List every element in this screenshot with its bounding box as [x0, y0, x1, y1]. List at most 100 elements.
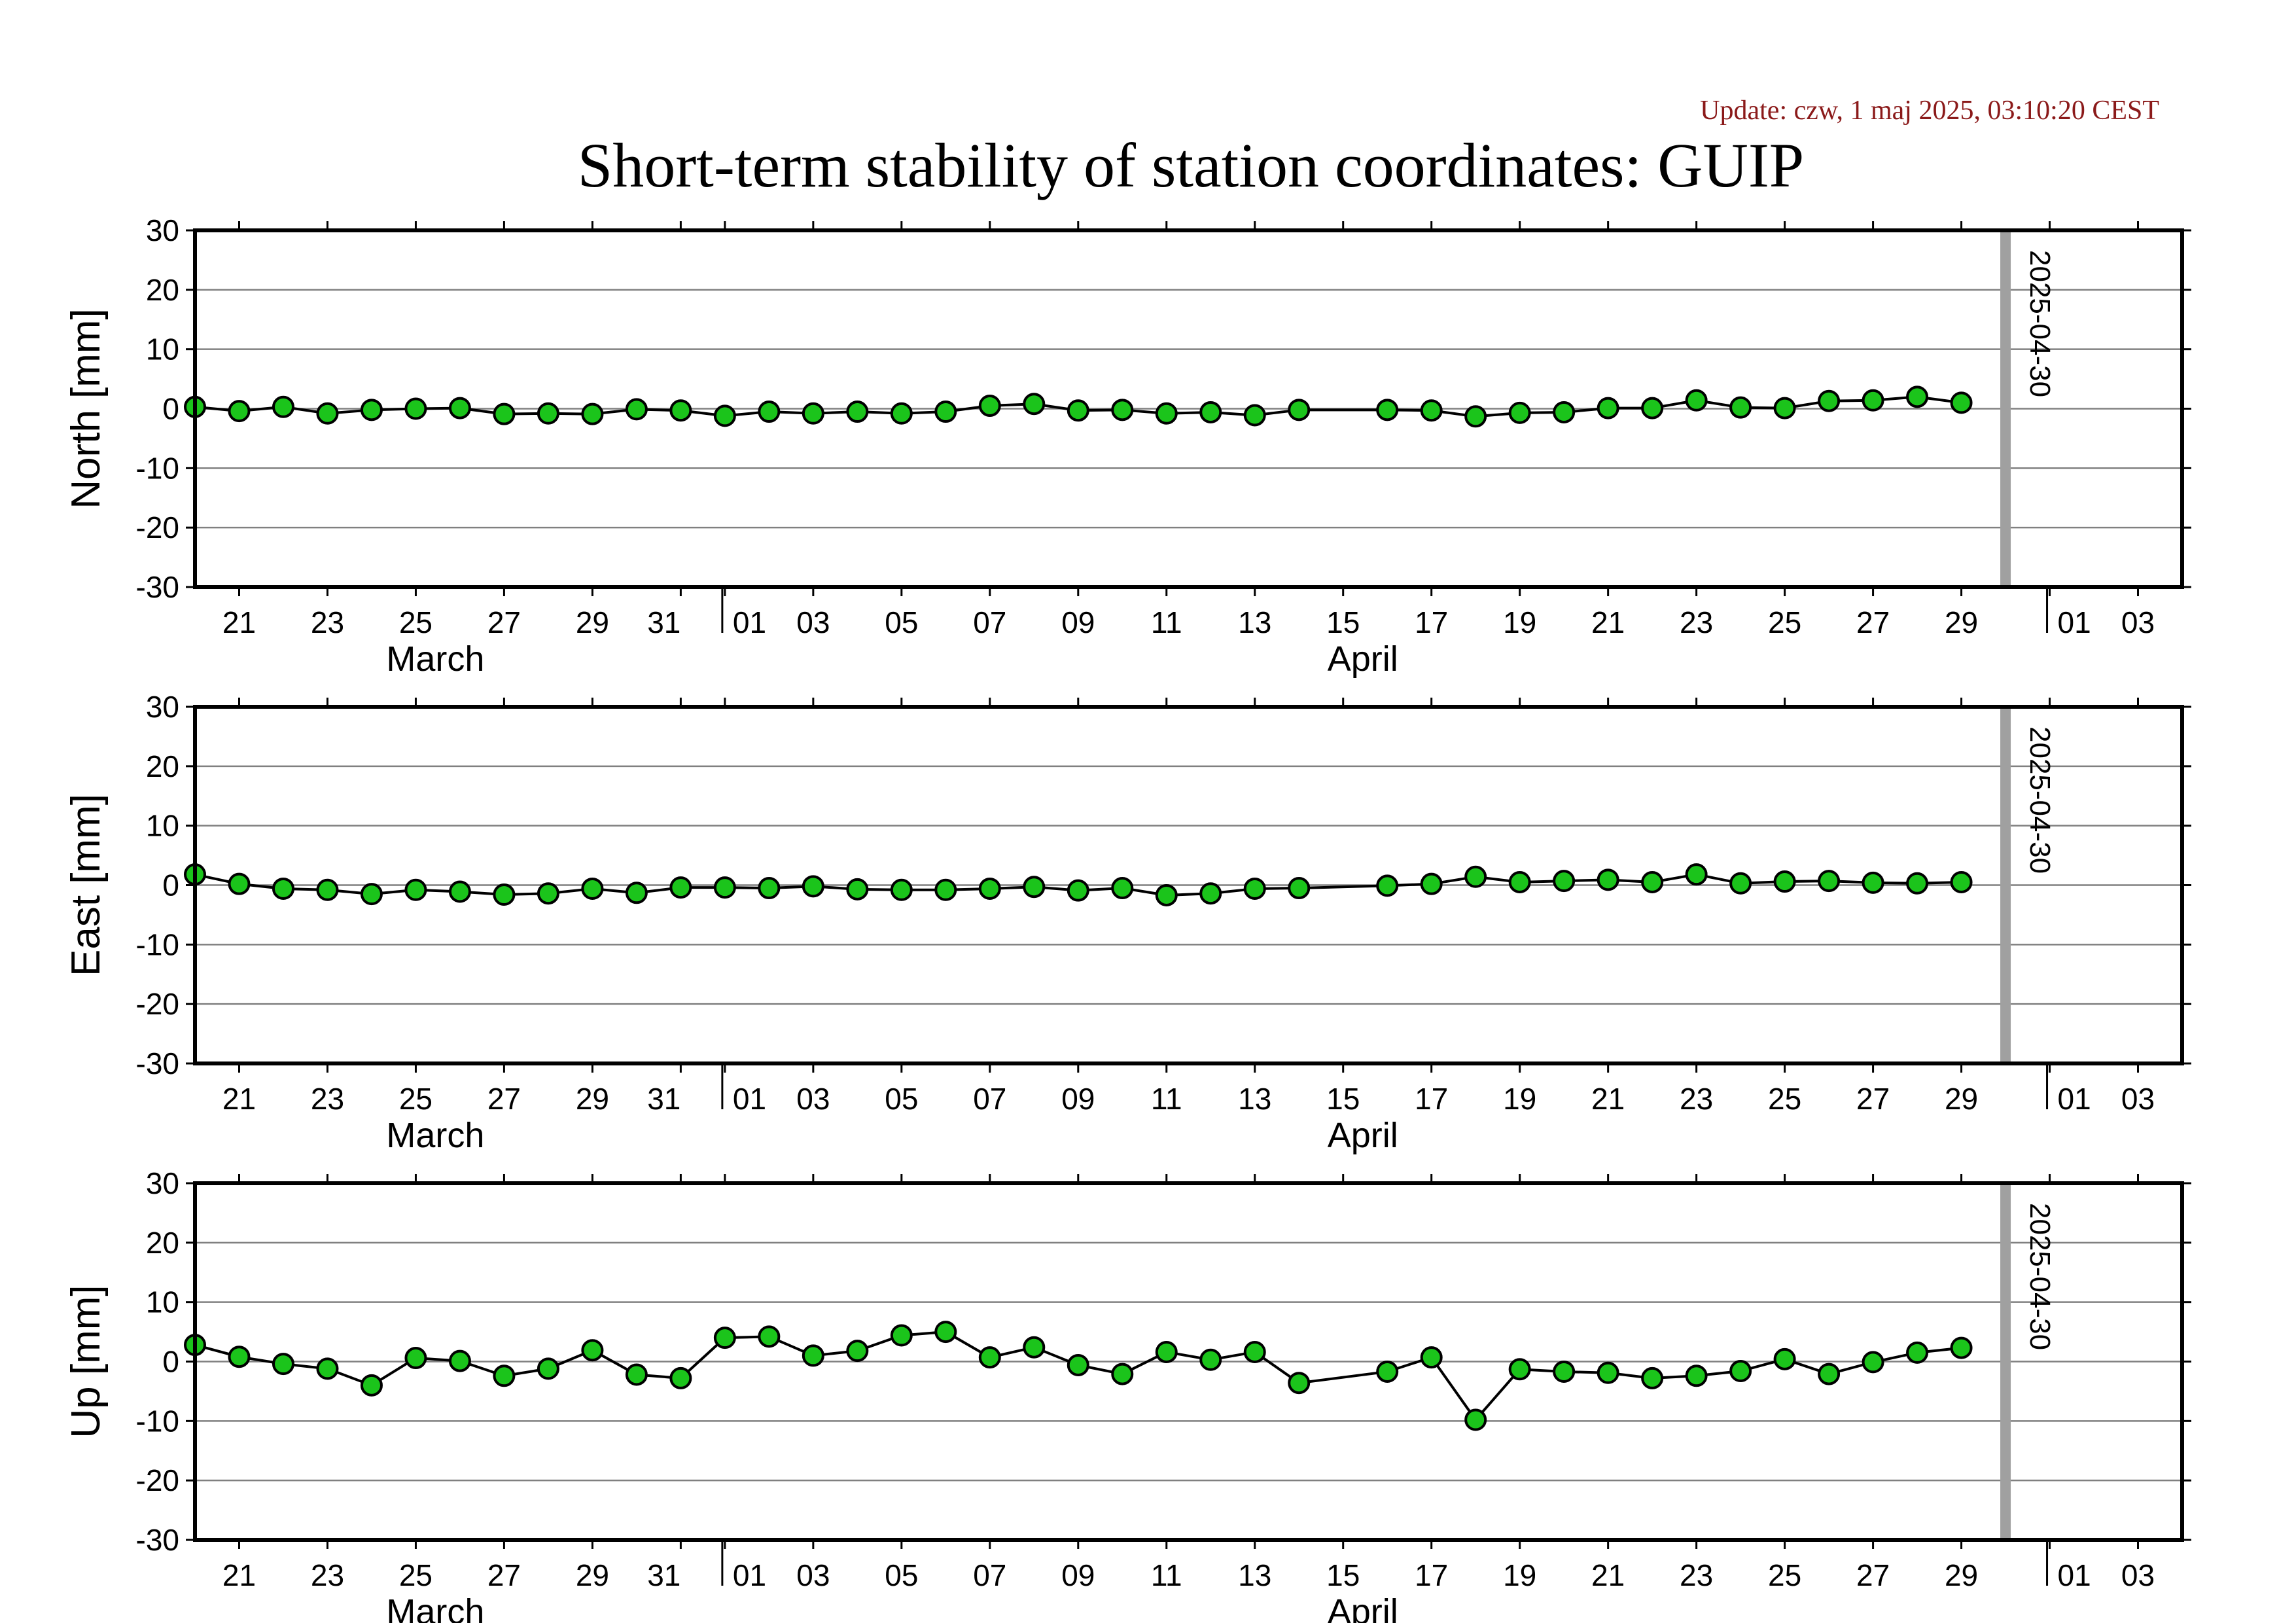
data-point — [802, 1344, 824, 1367]
x-tick-label: 23 — [1680, 605, 1713, 639]
data-point — [493, 402, 516, 425]
data-point — [1597, 1361, 1619, 1384]
data-point — [272, 1353, 294, 1376]
y-axis-label: East [mm] — [63, 794, 109, 976]
data-point — [448, 397, 471, 419]
x-tick-label: 25 — [1768, 1082, 1801, 1116]
data-point — [1906, 385, 1929, 408]
data-point — [493, 1364, 516, 1387]
data-point — [1729, 1360, 1752, 1383]
data-point — [316, 878, 339, 901]
data-point — [846, 401, 869, 423]
data-point — [978, 1346, 1001, 1369]
x-tick-label: 15 — [1326, 605, 1360, 639]
series-line — [194, 1330, 1962, 1422]
data-point — [1067, 879, 1089, 902]
x-tick-label: 11 — [1151, 1082, 1182, 1116]
data-point — [1950, 1336, 1973, 1359]
data-point — [625, 882, 648, 904]
x-tick-label: 17 — [1415, 1082, 1448, 1116]
data-point — [1862, 1351, 1884, 1374]
x-tick-label: 01 — [2058, 1558, 2091, 1592]
data-point — [846, 1340, 869, 1363]
y-tick-label: -10 — [136, 451, 179, 485]
x-tick-label: 29 — [576, 1558, 609, 1592]
data-point — [978, 877, 1001, 900]
data-point — [1906, 1341, 1929, 1364]
y-tick-label: 30 — [146, 690, 179, 724]
x-month-label: April — [1328, 639, 1398, 679]
data-point — [1950, 870, 1973, 893]
x-tick-label: 03 — [796, 1558, 830, 1592]
data-point — [1376, 1360, 1399, 1383]
data-point — [272, 395, 294, 418]
data-point — [581, 1339, 604, 1362]
data-point — [890, 878, 913, 901]
y-tick-label: -30 — [136, 1523, 179, 1557]
data-point — [1685, 389, 1708, 412]
x-month-label: March — [386, 1592, 484, 1623]
data-point — [1243, 877, 1266, 900]
data-point — [1288, 877, 1311, 900]
reference-date-label: 2025-04-30 — [2024, 250, 2056, 397]
reference-date-label: 2025-04-30 — [2024, 1203, 2056, 1350]
x-tick-label: 21 — [222, 605, 256, 639]
x-tick-label: 01 — [733, 605, 766, 639]
y-tick-label: 10 — [146, 1285, 179, 1319]
x-tick-label: 19 — [1503, 605, 1536, 639]
plot-frame — [193, 705, 2184, 1065]
update-timestamp: Update: czw, 1 maj 2025, 03:10:20 CEST — [1700, 96, 2159, 126]
x-tick-label: 09 — [1061, 1082, 1095, 1116]
data-point — [1288, 399, 1311, 421]
data-point — [272, 877, 294, 900]
data-point — [1199, 1348, 1222, 1371]
x-tick-label: 23 — [311, 1558, 344, 1592]
x-tick-label: 31 — [647, 1082, 680, 1116]
x-tick-label: 25 — [1768, 1558, 1801, 1592]
x-tick-label: 21 — [1591, 605, 1625, 639]
data-point — [448, 880, 471, 903]
data-point — [1508, 1358, 1531, 1381]
x-tick-label: 07 — [973, 605, 1006, 639]
data-point — [802, 402, 824, 425]
x-tick-label: 25 — [1768, 605, 1801, 639]
x-tick-label: 07 — [973, 1558, 1006, 1592]
y-tick-label: 0 — [162, 392, 179, 426]
x-tick-label: 23 — [1680, 1082, 1713, 1116]
y-tick-label: -20 — [136, 1463, 179, 1497]
y-tick-label: 30 — [146, 213, 179, 247]
y-tick-label: -10 — [136, 927, 179, 961]
x-tick-label: 21 — [1591, 1082, 1625, 1116]
x-tick-label: 07 — [973, 1082, 1006, 1116]
data-point — [1376, 399, 1399, 421]
x-tick-label: 05 — [885, 1082, 918, 1116]
data-point — [581, 402, 604, 425]
data-point — [1641, 397, 1664, 419]
y-tick-label: -30 — [136, 570, 179, 604]
data-point — [713, 1327, 736, 1349]
data-point — [1023, 1336, 1046, 1359]
y-tick-label: 10 — [146, 809, 179, 843]
data-point — [404, 878, 427, 901]
data-point — [1420, 399, 1443, 422]
data-point — [1023, 393, 1046, 416]
data-point — [978, 394, 1001, 417]
y-tick-label: -20 — [136, 510, 179, 544]
x-tick-label: 21 — [1591, 1558, 1625, 1592]
data-point — [1243, 404, 1266, 427]
data-point — [493, 883, 516, 906]
data-point — [1067, 1353, 1089, 1376]
data-point — [228, 1346, 251, 1368]
data-point — [1155, 883, 1178, 906]
data-point — [934, 878, 957, 901]
data-point — [1950, 391, 1973, 414]
x-tick-label: 29 — [1945, 1082, 1978, 1116]
y-axis-label: North [mm] — [63, 308, 109, 509]
x-tick-label: 03 — [2121, 1082, 2155, 1116]
y-tick-label: -10 — [136, 1404, 179, 1438]
y-tick-label: 0 — [162, 1345, 179, 1379]
x-month-label: March — [386, 1116, 484, 1155]
